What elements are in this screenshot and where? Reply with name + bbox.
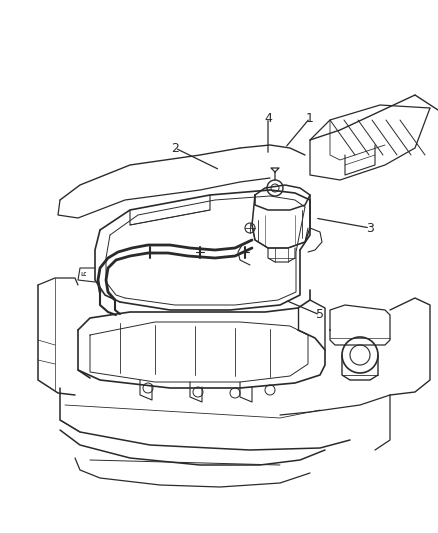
- Text: 1: 1: [306, 111, 314, 125]
- Text: 5: 5: [316, 309, 324, 321]
- Text: 3: 3: [366, 222, 374, 235]
- Text: 2: 2: [171, 141, 179, 155]
- Text: LC: LC: [81, 271, 87, 277]
- Text: 4: 4: [264, 111, 272, 125]
